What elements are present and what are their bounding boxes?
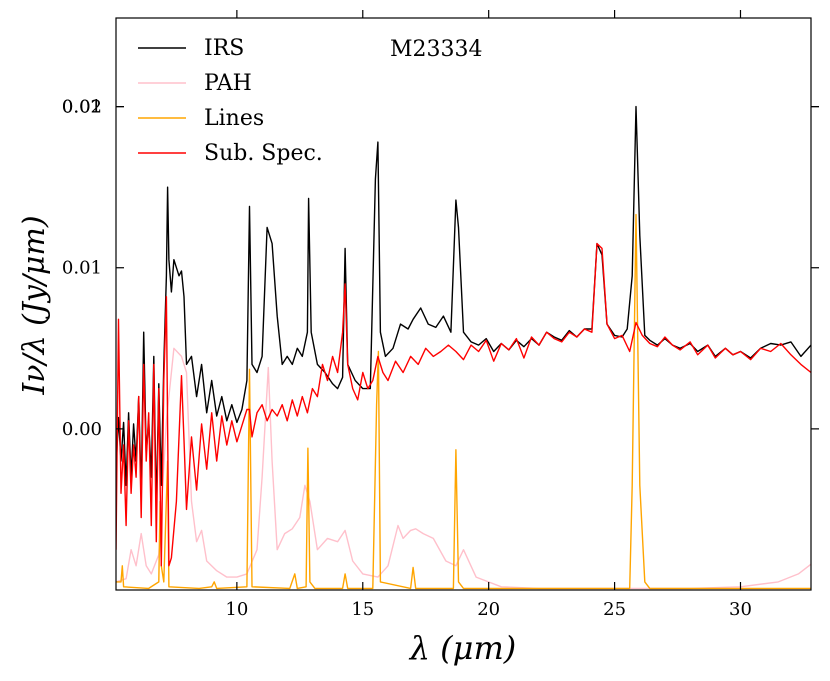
- x-tick-label: 25: [603, 599, 626, 620]
- annotation-label: M23334: [390, 37, 483, 62]
- y-tick-label: 0.01: [62, 258, 102, 279]
- y-tick-label: 0.00: [62, 419, 102, 440]
- x-axis-title: λ (μm): [408, 629, 517, 667]
- legend-label: PAH: [204, 71, 252, 96]
- series-line-sub-spec: [116, 242, 811, 567]
- x-tick-label: 15: [351, 599, 374, 620]
- tick-layer: 10 15 20 25 300.000.010.010.02: [62, 10, 819, 620]
- legend-label: IRS: [204, 36, 244, 61]
- legend-label: Lines: [204, 106, 264, 131]
- plot-frame: [115, 17, 812, 591]
- series-line-lines: [116, 213, 811, 590]
- y-tick-label: 0.01: [62, 97, 102, 118]
- series-layer: [116, 105, 811, 590]
- y-tick-label: 0.02: [62, 97, 102, 118]
- series-line-irs: [116, 105, 811, 511]
- legend-label: Sub. Spec.: [204, 141, 323, 166]
- series-line-pah: [116, 347, 811, 590]
- y-axis-title: Iν/λ (Jy/μm): [17, 215, 52, 395]
- x-tick-label: 20: [477, 599, 500, 620]
- x-tick-label: 10: [225, 599, 248, 620]
- legend: IRS PAH Lines Sub. Spec.: [138, 36, 323, 166]
- x-tick-label: 30: [729, 599, 752, 620]
